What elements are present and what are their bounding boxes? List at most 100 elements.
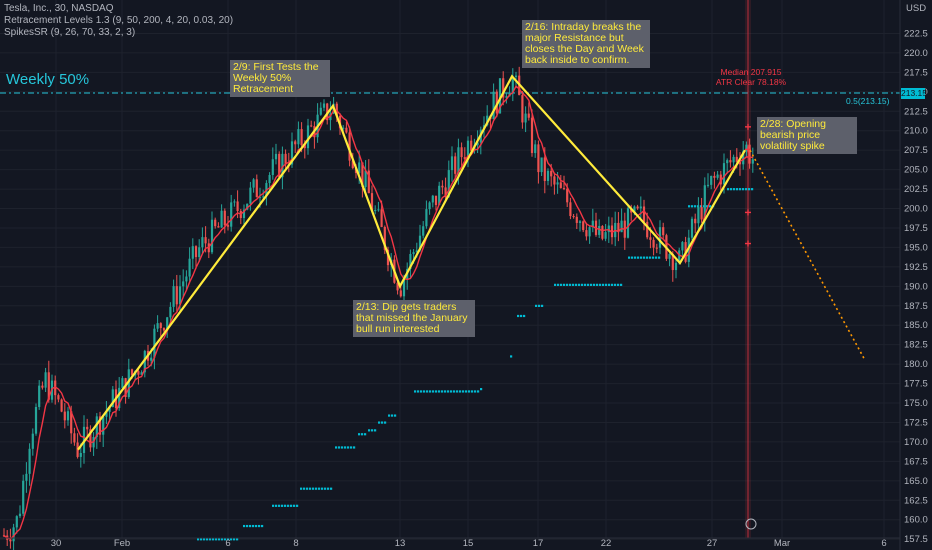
candle-body [297,129,300,145]
sr-dot [388,414,391,417]
sr-dot [649,256,652,259]
sr-dot [691,205,694,208]
candle-body [233,201,236,203]
candle-body [466,140,470,160]
candle-body [674,262,678,271]
candle-body [450,156,454,171]
candle-body [9,539,12,542]
candle-body [601,225,604,239]
candle-body [646,221,649,238]
candle-body [386,249,390,266]
candle-body [38,385,41,408]
median-annotation: Median 207.915 ATR Clear 78.18% [706,67,796,87]
candle-body [140,372,143,375]
candle-body [70,411,73,434]
candle-body [604,232,607,239]
candle-body [729,160,732,163]
sr-dot [709,205,712,208]
sr-dot [378,421,381,424]
sr-dot [438,390,441,393]
candle-body [553,176,556,185]
candle-body [559,182,562,189]
price-tick-label: 162.5 [904,495,928,506]
zigzag-trend-line [77,74,746,451]
candle-body [422,226,425,236]
candle-body [370,193,374,211]
candle-body [172,286,175,307]
sr-dot [293,504,296,507]
price-tick-label: 175.0 [904,398,928,409]
candle-body [220,210,223,228]
indicator-retracement[interactable]: Retracement Levels 1.3 (9, 50, 200, 4, 2… [4,15,234,26]
weekly-50-label: Weekly 50% [6,71,90,88]
sr-dot [727,188,730,191]
candle-body [566,188,569,203]
candle-body [111,389,114,408]
sr-dot [620,283,623,286]
sr-dot [361,433,364,436]
replay-icon[interactable] [745,518,757,530]
sr-dot [569,283,572,286]
candle-body [242,209,246,219]
candle-body [188,258,191,277]
fib-level-label: 0.5(213.15) [846,96,890,106]
candle-body [694,218,697,224]
price-tick-label: 157.5 [904,534,928,545]
price-tick-label: 182.5 [904,340,928,351]
price-tick-label: 212.5 [904,106,928,117]
sr-dot [640,256,643,259]
price-tick-label: 192.5 [904,262,928,273]
candle-body [652,239,655,248]
candle-body [751,159,754,164]
sr-dot [432,390,435,393]
sr-dot [477,390,480,393]
candle-body [415,250,418,253]
sr-dot [637,256,640,259]
candle-body [713,175,716,178]
sr-dot [538,304,541,307]
sr-dot [309,487,312,490]
candle-body [470,140,473,151]
sr-dot [655,256,658,259]
sr-dot [646,256,649,259]
sr-dot [200,538,203,541]
sr-dot [575,283,578,286]
sr-dot [391,414,394,417]
sr-dot [206,538,209,541]
sr-dot [468,390,471,393]
sr-dot [381,421,384,424]
candle-body [546,170,550,181]
candle-body [255,179,258,198]
indicator-spikes[interactable]: SpikesSR (9, 26, 70, 33, 2, 3) [4,27,136,38]
candle-body [514,75,518,77]
candle-body [447,170,450,197]
candle-body [281,153,284,178]
candle-body [700,207,703,220]
candle-body [249,187,252,204]
sr-dot [643,256,646,259]
sr-dot [435,390,438,393]
candle-body [124,378,127,398]
candle-body [102,416,105,435]
price-tick-label: 202.5 [904,184,928,195]
sr-dot [236,538,239,541]
sr-dot [599,283,602,286]
time-tick-label: 6 [881,538,886,549]
sr-dot [453,390,456,393]
price-tick-label: 195.0 [904,242,928,253]
candle-body [76,442,79,457]
candle-body [345,127,348,133]
sr-dot [338,446,341,449]
sr-dot [318,487,321,490]
sr-dot [474,390,477,393]
candle-body [182,281,185,287]
candle-body [706,184,710,186]
sr-dot [275,504,278,507]
candle-body [44,372,47,388]
candle-body [162,328,166,331]
sr-dot [557,283,560,286]
candle-body [412,252,415,255]
candle-body [137,371,140,375]
candle-body [620,220,623,233]
candle-body [342,127,345,129]
